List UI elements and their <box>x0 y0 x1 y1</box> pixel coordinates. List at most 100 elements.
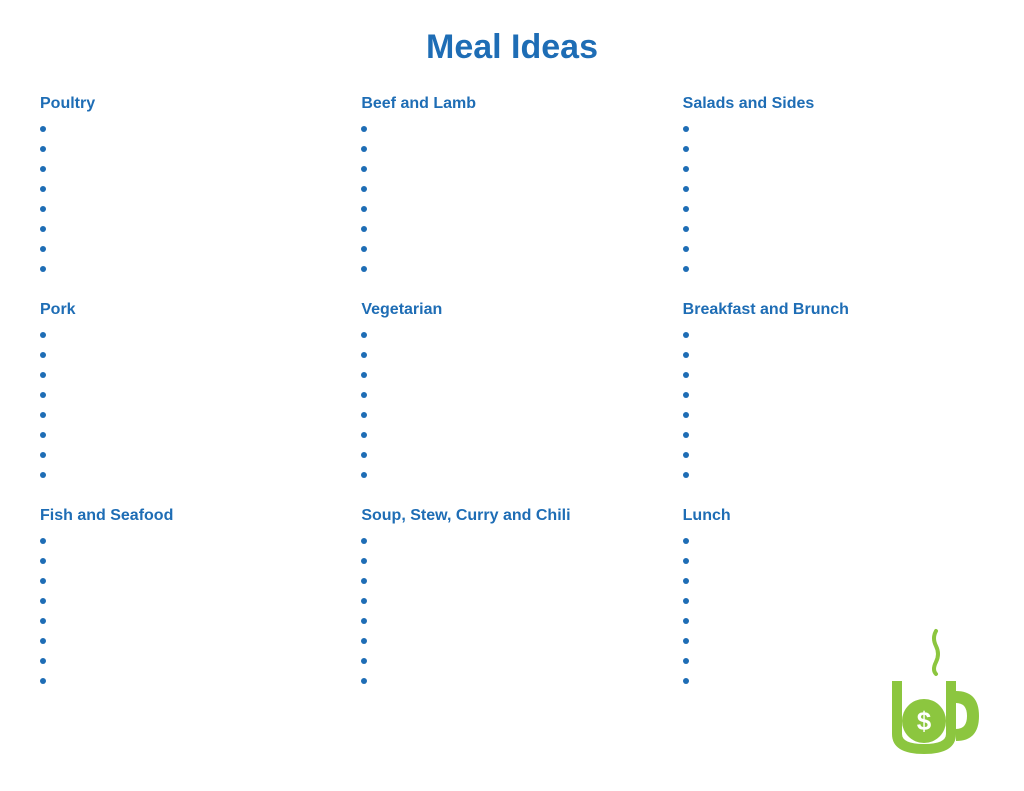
bullet-dot-icon <box>683 372 689 378</box>
bullet-dot-icon <box>361 246 367 252</box>
bullet-item <box>683 365 984 385</box>
bullet-item <box>683 425 984 445</box>
bullet-item <box>361 139 662 159</box>
bullet-dot-icon <box>361 126 367 132</box>
bullet-item <box>40 385 341 405</box>
section: Salads and Sides <box>683 95 984 279</box>
bullet-item <box>361 465 662 485</box>
bullet-dot-icon <box>361 538 367 544</box>
bullet-item <box>683 531 984 551</box>
bullet-item <box>683 159 984 179</box>
bullet-item <box>683 465 984 485</box>
section: Poultry <box>40 95 341 279</box>
bullet-item <box>361 179 662 199</box>
bullet-item <box>683 119 984 139</box>
bullet-dot-icon <box>40 452 46 458</box>
bullet-item <box>683 345 984 365</box>
bullet-list <box>361 119 662 279</box>
bullet-item <box>40 591 341 611</box>
bullet-dot-icon <box>683 558 689 564</box>
bullet-dot-icon <box>361 412 367 418</box>
bullet-item <box>40 199 341 219</box>
bullet-dot-icon <box>40 412 46 418</box>
section: Vegetarian <box>361 301 662 485</box>
bullet-item <box>361 199 662 219</box>
bullet-item <box>361 385 662 405</box>
bullet-item <box>683 219 984 239</box>
bullet-item <box>40 259 341 279</box>
bullet-list <box>40 119 341 279</box>
bullet-dot-icon <box>683 126 689 132</box>
bullet-item <box>683 551 984 571</box>
section: Breakfast and Brunch <box>683 301 984 485</box>
bullet-dot-icon <box>361 678 367 684</box>
section: Fish and Seafood <box>40 507 341 691</box>
bullet-item <box>361 651 662 671</box>
bullet-item <box>361 239 662 259</box>
bullet-item <box>40 159 341 179</box>
bullet-dot-icon <box>40 352 46 358</box>
bullet-item <box>683 259 984 279</box>
bullet-dot-icon <box>683 578 689 584</box>
bullet-item <box>40 671 341 691</box>
money-mug-logo: $ <box>874 626 994 761</box>
bullet-dot-icon <box>361 638 367 644</box>
bullet-item <box>361 445 662 465</box>
bullet-list <box>361 325 662 485</box>
bullet-item <box>40 571 341 591</box>
bullet-list <box>683 325 984 485</box>
bullet-item <box>40 365 341 385</box>
section-title: Soup, Stew, Curry and Chili <box>361 507 662 525</box>
bullet-dot-icon <box>40 472 46 478</box>
bullet-dot-icon <box>361 266 367 272</box>
bullet-dot-icon <box>40 372 46 378</box>
bullet-item <box>40 631 341 651</box>
bullet-dot-icon <box>683 472 689 478</box>
bullet-item <box>40 219 341 239</box>
bullet-dot-icon <box>40 598 46 604</box>
bullet-item <box>40 345 341 365</box>
bullet-dot-icon <box>683 332 689 338</box>
section-title: Lunch <box>683 507 984 525</box>
bullet-item <box>361 531 662 551</box>
column-1: PoultryPorkFish and Seafood <box>40 95 341 713</box>
section: Beef and Lamb <box>361 95 662 279</box>
bullet-item <box>361 365 662 385</box>
bullet-dot-icon <box>361 352 367 358</box>
section-title: Beef and Lamb <box>361 95 662 113</box>
bullet-list <box>683 119 984 279</box>
bullet-dot-icon <box>361 598 367 604</box>
bullet-dot-icon <box>361 472 367 478</box>
section-title: Poultry <box>40 95 341 113</box>
bullet-dot-icon <box>40 638 46 644</box>
bullet-list <box>40 325 341 485</box>
bullet-dot-icon <box>361 618 367 624</box>
bullet-dot-icon <box>361 206 367 212</box>
bullet-dot-icon <box>40 332 46 338</box>
bullet-item <box>361 551 662 571</box>
bullet-item <box>40 179 341 199</box>
column-2: Beef and Lamb Vegetarian Soup, Stew, Curry… <box>361 95 662 713</box>
section-title: Vegetarian <box>361 301 662 319</box>
bullet-dot-icon <box>683 598 689 604</box>
bullet-dot-icon <box>361 578 367 584</box>
bullet-item <box>40 139 341 159</box>
bullet-dot-icon <box>683 186 689 192</box>
bullet-item <box>40 325 341 345</box>
bullet-dot-icon <box>683 638 689 644</box>
bullet-dot-icon <box>683 658 689 664</box>
bullet-item <box>361 611 662 631</box>
bullet-item <box>683 179 984 199</box>
bullet-dot-icon <box>361 432 367 438</box>
bullet-item <box>361 345 662 365</box>
section-title: Fish and Seafood <box>40 507 341 525</box>
bullet-dot-icon <box>683 146 689 152</box>
bullet-item <box>40 611 341 631</box>
bullet-item <box>683 239 984 259</box>
bullet-item <box>40 239 341 259</box>
bullet-item <box>40 531 341 551</box>
bullet-item <box>40 651 341 671</box>
bullet-dot-icon <box>361 558 367 564</box>
bullet-item <box>361 119 662 139</box>
bullet-dot-icon <box>683 266 689 272</box>
